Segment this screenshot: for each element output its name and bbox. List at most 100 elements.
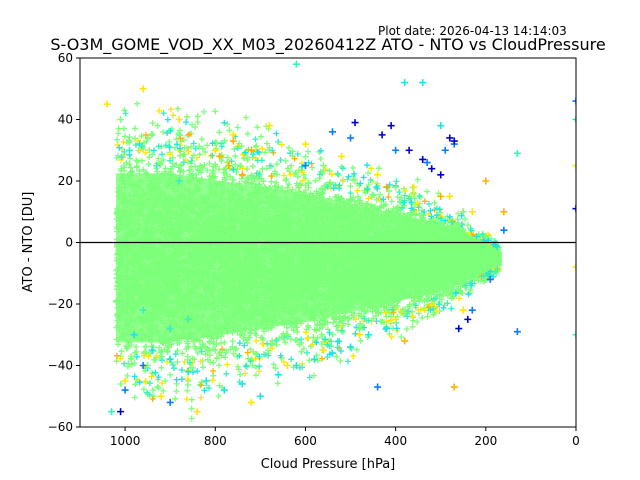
data-point: [437, 192, 445, 200]
data-point: [310, 202, 318, 210]
data-point: [378, 131, 386, 139]
data-point: [428, 165, 436, 173]
data-point: [437, 171, 445, 179]
x-tick-label: 0: [572, 434, 580, 448]
data-point: [121, 386, 129, 394]
data-point: [283, 331, 291, 339]
data-point: [166, 398, 174, 406]
data-point: [513, 328, 521, 336]
data-point: [401, 79, 409, 87]
data-point: [292, 60, 300, 68]
data-point: [153, 162, 161, 170]
x-tick-label: 800: [204, 434, 227, 448]
data-point: [383, 183, 391, 191]
data-point: [283, 362, 291, 369]
data-point: [392, 183, 400, 191]
data-point: [117, 408, 125, 416]
data-point: [356, 331, 364, 339]
data-point: [202, 377, 210, 385]
data-point: [202, 208, 210, 216]
data-point: [319, 162, 327, 170]
data-point: [446, 134, 454, 142]
data-point: [500, 226, 508, 234]
data-point: [419, 214, 427, 222]
data-point: [292, 306, 300, 314]
data-point: [437, 263, 445, 271]
data-point: [130, 192, 138, 200]
x-tick-label: 600: [294, 434, 317, 448]
data-point: [329, 285, 337, 293]
data-point: [392, 146, 400, 154]
data-point: [220, 386, 228, 394]
data-point: [238, 380, 246, 388]
data-point: [491, 248, 499, 256]
data-point: [338, 152, 346, 160]
data-point: [229, 137, 237, 145]
data-point: [347, 343, 355, 351]
data-point: [468, 208, 476, 216]
y-tick-label: −60: [48, 420, 73, 434]
y-tick-label: 0: [65, 236, 73, 250]
data-point: [423, 159, 431, 167]
data-point: [500, 208, 508, 216]
data-point: [374, 383, 382, 391]
data-point: [347, 134, 355, 142]
data-point: [274, 183, 282, 191]
data-point: [193, 408, 201, 416]
data-point: [301, 162, 309, 170]
data-point: [468, 306, 476, 314]
data-point: [220, 294, 228, 302]
data-point: [211, 146, 219, 154]
data-point: [365, 331, 373, 339]
data-point: [148, 346, 156, 354]
data-point: [216, 152, 224, 160]
data-point: [329, 128, 337, 136]
y-tick-label: 20: [58, 174, 73, 188]
y-axis-label: ATO - NTO [DU]: [21, 192, 36, 293]
series-teal: [108, 60, 576, 416]
data-point: [572, 205, 576, 213]
x-tick-label: 400: [384, 434, 407, 448]
data-point: [166, 355, 174, 363]
data-point: [572, 263, 576, 271]
data-point: [387, 122, 395, 130]
data-point: [356, 325, 364, 333]
data-point: [184, 315, 192, 323]
data-point: [572, 162, 576, 170]
data-point: [139, 306, 147, 314]
data-point: [166, 177, 174, 185]
data-point: [572, 97, 576, 105]
data-point: [482, 177, 490, 185]
y-tick-label: −20: [48, 297, 73, 311]
data-point: [103, 100, 111, 108]
plot-date: Plot date: 2026-04-13 14:14:03: [378, 24, 567, 38]
data-point: [166, 325, 174, 333]
data-point: [139, 362, 147, 369]
data-point: [108, 408, 116, 416]
scatter-points: [103, 60, 576, 416]
data-point: [117, 300, 125, 308]
series-orange: [216, 137, 508, 391]
data-point: [437, 122, 445, 130]
data-point: [256, 392, 264, 400]
data-point: [468, 254, 476, 262]
data-point: [464, 315, 472, 323]
dense-point-cloud: [113, 100, 503, 422]
data-point: [139, 85, 147, 93]
data-point: [265, 122, 273, 130]
data-point: [383, 208, 391, 216]
data-point: [410, 183, 418, 191]
x-tick-label: 1000: [110, 434, 141, 448]
data-point: [175, 131, 183, 139]
x-axis-label: Cloud Pressure [hPa]: [261, 457, 396, 472]
data-point: [117, 116, 125, 123]
data-point: [247, 398, 255, 406]
data-point: [486, 275, 494, 283]
data-point: [419, 155, 427, 163]
data-point: [441, 146, 449, 154]
x-tick-label: 200: [474, 434, 497, 448]
data-point: [455, 220, 463, 228]
data-point: [292, 362, 300, 369]
data-point: [572, 331, 576, 339]
dense-core-band: [116, 173, 495, 343]
